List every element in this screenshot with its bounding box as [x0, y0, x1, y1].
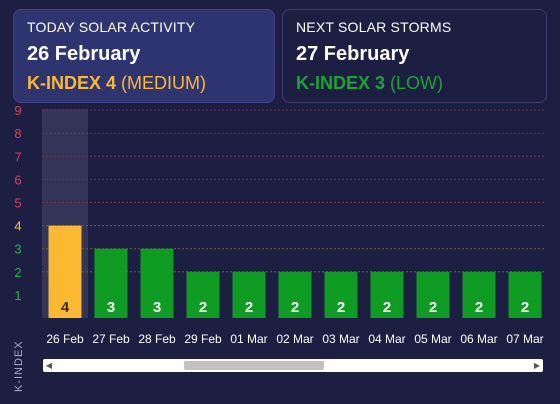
bar-value-label: 2 — [245, 299, 253, 316]
chart-scrollbar[interactable]: ◀ ▶ — [43, 359, 543, 372]
bar-value-label: 2 — [291, 299, 299, 316]
bar — [48, 225, 82, 318]
scroll-right-icon[interactable]: ▶ — [533, 361, 541, 370]
y-tick-label: 4 — [14, 219, 21, 234]
today-activity-label: TODAY SOLAR ACTIVITY — [27, 19, 196, 35]
y-tick-label: 8 — [14, 126, 21, 141]
bar-value-label: 3 — [107, 299, 115, 316]
bar — [278, 271, 312, 318]
bar-value-label: 2 — [337, 299, 345, 316]
next-storms-label: NEXT SOLAR STORMS — [296, 19, 452, 35]
x-tick-label: 27 Feb — [92, 332, 130, 346]
y-tick-label: 3 — [14, 242, 21, 257]
bar-value-label: 2 — [521, 299, 529, 316]
bar — [232, 271, 266, 318]
x-tick-label: 02 Mar — [276, 332, 313, 346]
bar-value-label: 3 — [153, 299, 161, 316]
scrollbar-thumb[interactable] — [184, 361, 324, 370]
y-tick-label: 9 — [14, 103, 21, 118]
next-kindex-value: K-INDEX 3 — [296, 73, 386, 93]
today-kindex: K-INDEX 4 (MEDIUM) — [27, 72, 274, 94]
bar-value-label: 2 — [429, 299, 437, 316]
today-date: 26 February — [27, 43, 141, 65]
x-tick-label: 29 Feb — [184, 332, 222, 346]
bar — [140, 248, 174, 318]
bar — [370, 271, 404, 318]
bar — [186, 271, 220, 318]
today-kindex-level: (MEDIUM) — [121, 73, 207, 93]
next-kindex: K-INDEX 3 (LOW) — [296, 72, 546, 94]
x-tick-label: 26 Feb — [46, 332, 84, 346]
bar — [324, 271, 358, 318]
next-storm-date: 27 February — [296, 43, 410, 65]
bar — [416, 271, 450, 318]
y-tick-label: 1 — [14, 288, 21, 303]
y-tick-label: 2 — [14, 265, 21, 280]
today-activity-card: TODAY SOLAR ACTIVITY 26 February K-INDEX… — [13, 9, 275, 103]
bar-value-label: 4 — [61, 299, 70, 316]
y-tick-label: 7 — [14, 149, 21, 164]
x-tick-label: 04 Mar — [368, 332, 405, 346]
x-tick-label: 06 Mar — [460, 332, 497, 346]
next-kindex-level: (LOW) — [390, 73, 444, 93]
bar — [462, 271, 496, 318]
x-tick-label: 05 Mar — [414, 332, 451, 346]
x-tick-label: 07 Mar — [506, 332, 543, 346]
y-tick-label: 5 — [14, 196, 21, 211]
bar-value-label: 2 — [383, 299, 391, 316]
bar — [94, 248, 128, 318]
x-tick-label: 28 Feb — [138, 332, 176, 346]
x-tick-label: 03 Mar — [322, 332, 359, 346]
bar-value-label: 2 — [199, 299, 207, 316]
y-tick-label: 6 — [14, 172, 21, 187]
next-storms-card: NEXT SOLAR STORMS 27 February K-INDEX 3 … — [282, 9, 547, 103]
today-kindex-value: K-INDEX 4 — [27, 73, 117, 93]
y-axis-title: K-INDEX — [13, 340, 25, 392]
bar-value-label: 2 — [475, 299, 483, 316]
x-tick-label: 01 Mar — [230, 332, 267, 346]
scroll-left-icon[interactable]: ◀ — [45, 361, 53, 370]
bar — [508, 271, 542, 318]
